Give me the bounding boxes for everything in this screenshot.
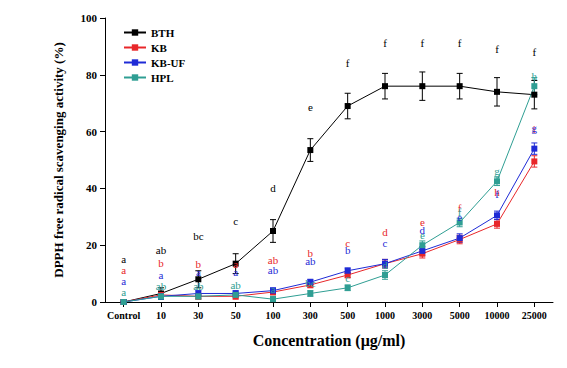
svg-text:a: a [196,266,201,278]
svg-text:h: h [532,70,538,82]
svg-text:ab: ab [193,280,204,292]
svg-text:d: d [270,182,276,194]
svg-text:ab: ab [156,280,167,292]
svg-text:0: 0 [92,296,98,308]
svg-text:KB: KB [151,42,168,54]
svg-text:f: f [458,37,462,49]
svg-text:a: a [158,269,164,282]
svg-text:100: 100 [81,12,98,24]
svg-text:10000: 10000 [485,310,510,321]
svg-text:f: f [383,37,387,49]
svg-text:b: b [195,258,202,271]
svg-text:25000: 25000 [522,310,547,321]
svg-text:a: a [121,253,127,265]
svg-text:a: a [233,266,238,278]
svg-text:100: 100 [266,310,281,321]
svg-text:3000: 3000 [412,310,432,321]
svg-text:e: e [308,101,313,113]
svg-text:f: f [495,188,499,200]
svg-text:ab: ab [268,264,279,276]
svg-text:20: 20 [86,239,98,251]
svg-text:a: a [121,286,126,298]
svg-text:f: f [420,37,424,49]
svg-text:HPL: HPL [151,72,174,84]
svg-text:60: 60 [86,126,98,138]
svg-text:f: f [346,57,350,69]
svg-text:10: 10 [156,310,166,321]
svg-text:bc: bc [305,277,316,289]
svg-text:c: c [345,272,350,284]
svg-text:DPPH free radical scavenging a: DPPH free radical scavenging activity (%… [51,42,66,278]
svg-text:f: f [532,46,536,58]
svg-text:80: 80 [86,69,98,81]
svg-text:b: b [345,244,351,256]
svg-text:BTH: BTH [151,27,175,39]
svg-text:ab: ab [156,244,167,256]
svg-text:500: 500 [340,310,355,321]
svg-text:KB-UF: KB-UF [151,57,186,69]
svg-text:40: 40 [86,182,98,194]
svg-text:f: f [495,43,499,55]
svg-text:Concentration (μg/ml): Concentration (μg/ml) [253,332,406,350]
svg-text:Control: Control [107,310,140,321]
svg-text:g: g [532,122,538,134]
svg-text:a: a [121,275,127,287]
svg-text:300: 300 [303,310,318,321]
svg-text:30: 30 [193,310,203,321]
svg-text:a: a [121,264,127,276]
svg-text:ab: ab [230,279,241,291]
svg-text:d: d [382,259,388,271]
svg-text:e: e [420,229,425,241]
svg-text:b: b [158,257,164,269]
svg-text:g: g [494,165,500,177]
svg-text:a: a [233,258,239,271]
svg-text:c: c [383,237,388,249]
svg-text:1000: 1000 [375,310,395,321]
svg-text:a: a [271,283,276,295]
svg-text:e: e [419,215,425,228]
svg-text:bc: bc [193,230,204,242]
svg-text:b: b [307,247,314,259]
svg-text:d: d [382,225,388,238]
svg-text:c: c [233,215,238,227]
svg-text:50: 50 [231,310,241,321]
svg-text:ab: ab [305,255,316,267]
svg-text:ab: ab [267,254,279,267]
svg-text:f: f [458,206,462,218]
svg-text:5000: 5000 [450,310,470,321]
